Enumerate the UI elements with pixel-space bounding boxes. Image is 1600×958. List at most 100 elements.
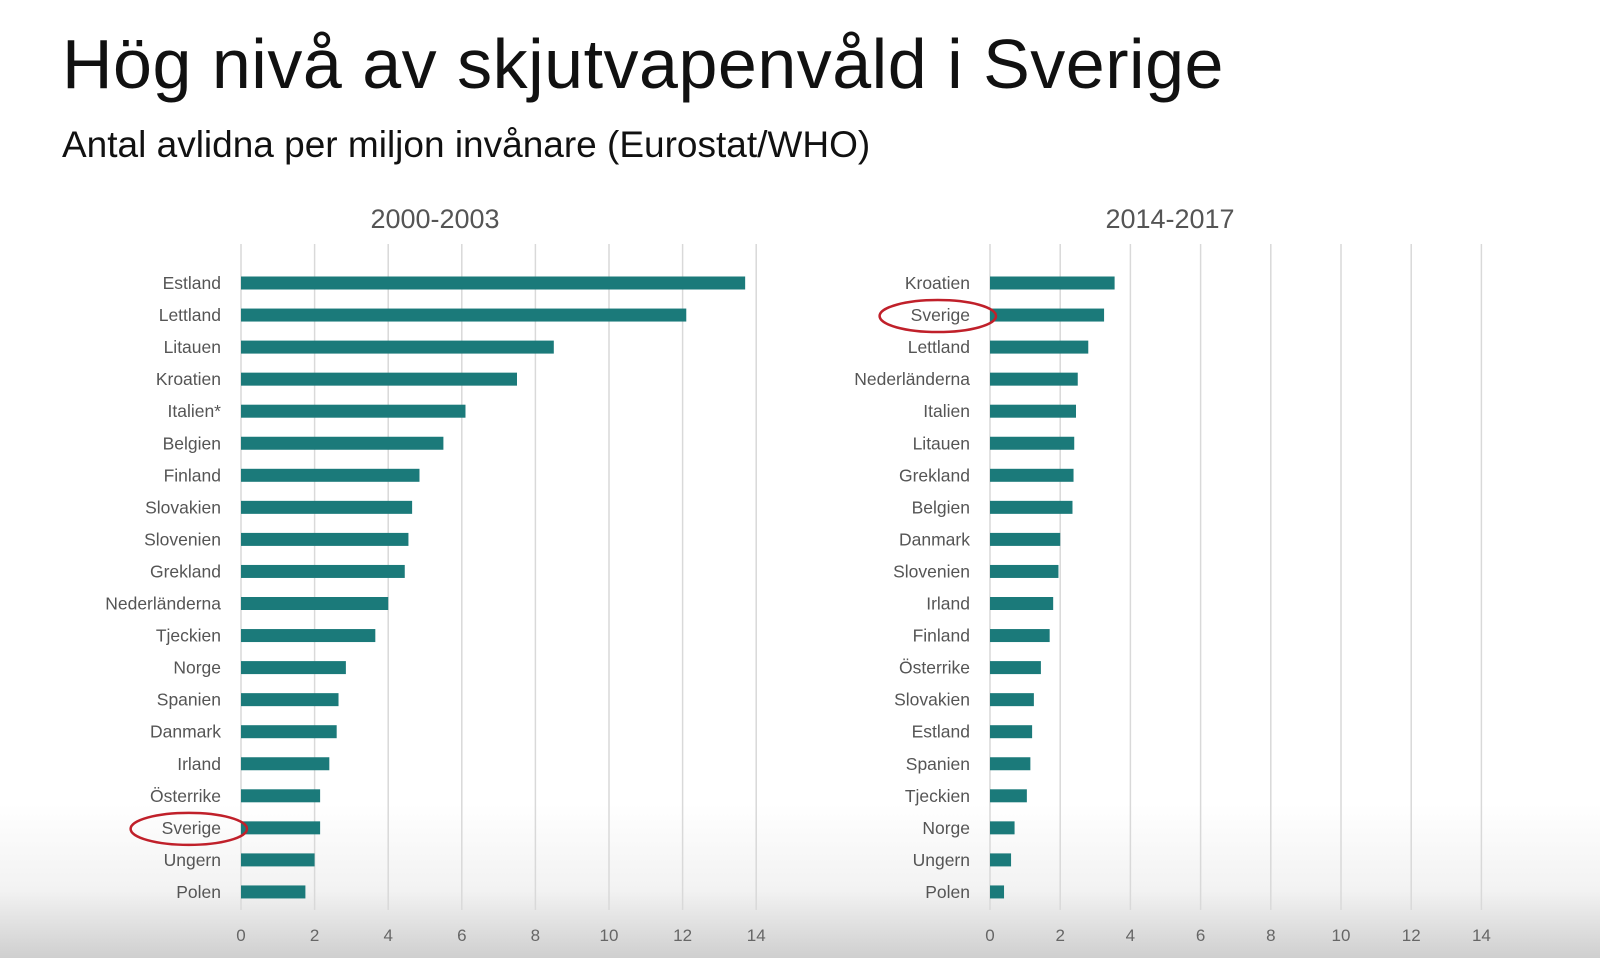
chart-0-tick-label: 12 xyxy=(673,926,692,945)
chart-0-category-label: Ungern xyxy=(164,850,221,870)
chart-1-bar-grekland xyxy=(990,468,1074,482)
chart-0-category-label: Norge xyxy=(173,658,221,678)
chart-1-category-label: Italien xyxy=(923,401,970,421)
chart-0-bar-spanien xyxy=(241,693,339,707)
chart-0-bar-slovenien xyxy=(241,532,409,546)
chart-0-category-label: Polen xyxy=(176,882,221,902)
chart-0-bar-lettland xyxy=(241,308,687,322)
chart-1-bar-estland xyxy=(990,725,1033,739)
chart-1-category-label: Spanien xyxy=(906,754,970,774)
chart-1-bar-sverige xyxy=(990,308,1105,322)
chart-1-category-label: Slovakien xyxy=(894,690,970,710)
chart-0-highlight-circle xyxy=(129,811,249,847)
chart-0-category-label: Kroatien xyxy=(156,369,221,389)
chart-1-tick-label: 12 xyxy=(1402,926,1421,945)
chart-1-category-label: Österrike xyxy=(899,658,970,678)
chart-1-bar-polen xyxy=(990,885,1005,899)
chart-0-category-label: Litauen xyxy=(164,337,221,357)
chart-1-tick-label: 4 xyxy=(1126,926,1135,945)
chart-1-bar-belgien xyxy=(990,500,1073,514)
chart-0-bar-kroatien xyxy=(241,372,517,386)
chart-0-bar-grekland xyxy=(241,564,405,578)
chart-1-category-label: Ungern xyxy=(913,850,970,870)
chart-1-category-label: Slovenien xyxy=(893,561,970,581)
chart-0-tick-label: 8 xyxy=(531,926,540,945)
chart-1-bar-lettland xyxy=(990,340,1089,354)
chart-0-tick-label: 14 xyxy=(747,926,766,945)
chart-0-bar-polen xyxy=(241,885,306,899)
chart-1-category-label: Lettland xyxy=(908,337,970,357)
chart-1-bar-irland xyxy=(990,597,1054,610)
chart-1-category-label: Polen xyxy=(925,882,970,902)
chart-1-bar-danmark xyxy=(990,532,1061,546)
chart-1-category-label: Grekland xyxy=(899,465,970,485)
chart-1-category-label: Irland xyxy=(926,594,970,614)
chart-0-bar-belgien xyxy=(241,436,444,450)
chart-0-tick-label: 4 xyxy=(383,926,392,945)
chart-1-category-label: Sverige xyxy=(911,305,970,325)
chart-0-tick-label: 10 xyxy=(600,926,619,945)
chart-0-tick-label: 0 xyxy=(236,926,245,945)
chart-1-bar-kroatien xyxy=(990,276,1115,290)
chart-1-bar-finland xyxy=(990,629,1050,643)
chart-0-tick-label: 2 xyxy=(310,926,319,945)
chart-0-category-label: Spanien xyxy=(157,690,221,710)
chart-0-category-label: Slovakien xyxy=(145,497,221,517)
chart-0-category-label: Lettland xyxy=(159,305,221,325)
chart-0-category-label: Österrike xyxy=(150,786,221,806)
chart-0-category-label: Sverige xyxy=(162,818,221,838)
chart-1-category-label: Danmark xyxy=(899,529,970,549)
slide-title: Hög nivå av skjutvapenvåld i Sverige xyxy=(62,25,1224,103)
chart-0-category-label: Slovenien xyxy=(144,529,221,549)
chart-0-category-label: Finland xyxy=(164,465,221,485)
chart-0-bar-osterrike xyxy=(241,789,321,803)
chart-1-tick-label: 0 xyxy=(985,926,994,945)
chart-1-category-label: Nederländerna xyxy=(854,369,970,389)
chart-1-category-label: Norge xyxy=(922,818,970,838)
chart-1-title: 2014-2017 xyxy=(1105,204,1234,234)
chart-0-bar-sverige xyxy=(241,821,321,835)
chart-1-bar-slovakien xyxy=(990,693,1034,707)
chart-1-bar-slovenien xyxy=(990,564,1059,578)
chart-1-bar-tjeckien xyxy=(990,789,1027,803)
chart-0-title: 2000-2003 xyxy=(370,204,499,234)
chart-0-category-label: Nederländerna xyxy=(105,594,221,614)
chart-1-tick-label: 14 xyxy=(1472,926,1491,945)
chart-1-category-label: Kroatien xyxy=(905,273,970,293)
chart-1-tick-label: 8 xyxy=(1266,926,1275,945)
chart-1-highlight-circle xyxy=(878,298,998,334)
chart-1-tick-label: 6 xyxy=(1196,926,1205,945)
chart-0-category-label: Grekland xyxy=(150,561,221,581)
chart-0-category-label: Tjeckien xyxy=(156,626,221,646)
chart-0-bar-irland xyxy=(241,757,330,771)
chart-1-bar-nederlanderna xyxy=(990,372,1078,386)
chart-0-bar-litauen xyxy=(241,340,554,354)
chart-1-category-label: Tjeckien xyxy=(905,786,970,806)
chart-1-category-label: Finland xyxy=(913,626,970,646)
chart-1-tick-label: 2 xyxy=(1055,926,1064,945)
chart-0-bar-ungern xyxy=(241,853,315,867)
chart-0-bar-italien xyxy=(241,404,466,418)
chart-0-category-label: Belgien xyxy=(163,433,221,453)
chart-1-tick-label: 10 xyxy=(1332,926,1351,945)
chart-1-category-label: Litauen xyxy=(913,433,970,453)
chart-1-bar-spanien xyxy=(990,757,1031,771)
chart-0-bar-finland xyxy=(241,468,420,482)
chart-1-bar-ungern xyxy=(990,853,1012,867)
chart-0-bar-danmark xyxy=(241,725,337,739)
slide-subtitle: Antal avlidna per miljon invånare (Euros… xyxy=(62,124,871,165)
chart-0-bar-slovakien xyxy=(241,500,413,514)
chart-1-bar-italien xyxy=(990,404,1076,418)
chart-1-category-label: Belgien xyxy=(912,497,970,517)
chart-0-category-label: Italien* xyxy=(167,401,221,421)
chart-0-bar-estland xyxy=(241,276,746,290)
chart-0-tick-label: 6 xyxy=(457,926,466,945)
chart-0-category-label: Irland xyxy=(177,754,221,774)
chart-0-bar-tjeckien xyxy=(241,629,376,643)
chart-1-bar-norge xyxy=(990,821,1015,835)
chart-0-category-label: Danmark xyxy=(150,722,221,742)
chart-1-category-label: Estland xyxy=(912,722,970,742)
chart-0-bar-norge xyxy=(241,661,346,675)
chart-1-bar-osterrike xyxy=(990,661,1041,675)
